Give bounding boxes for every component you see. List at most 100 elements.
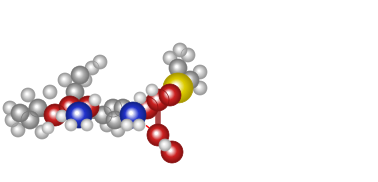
Circle shape <box>124 106 141 123</box>
Circle shape <box>148 90 168 110</box>
Circle shape <box>93 98 96 101</box>
Circle shape <box>118 116 121 119</box>
Circle shape <box>67 84 82 100</box>
Circle shape <box>166 145 177 157</box>
Circle shape <box>82 77 87 82</box>
Circle shape <box>110 115 118 123</box>
Circle shape <box>194 82 206 94</box>
Circle shape <box>161 87 177 102</box>
Circle shape <box>59 114 63 117</box>
Circle shape <box>134 92 146 104</box>
Circle shape <box>83 102 91 110</box>
Circle shape <box>160 139 170 151</box>
Circle shape <box>120 105 124 109</box>
Circle shape <box>154 96 159 101</box>
Circle shape <box>119 104 124 110</box>
Circle shape <box>67 120 75 129</box>
Circle shape <box>116 128 118 130</box>
Circle shape <box>52 112 55 115</box>
Circle shape <box>166 146 176 156</box>
Circle shape <box>176 46 183 53</box>
Circle shape <box>148 86 155 94</box>
Circle shape <box>38 128 45 135</box>
Circle shape <box>186 53 188 55</box>
Circle shape <box>122 117 134 129</box>
Circle shape <box>63 78 65 80</box>
Circle shape <box>104 122 109 127</box>
Circle shape <box>45 105 64 124</box>
Circle shape <box>40 130 42 132</box>
Circle shape <box>78 73 92 87</box>
Circle shape <box>138 96 141 98</box>
Circle shape <box>70 106 87 123</box>
Circle shape <box>95 57 104 66</box>
Circle shape <box>196 84 203 91</box>
Circle shape <box>5 103 14 112</box>
Circle shape <box>82 100 93 112</box>
Circle shape <box>98 110 106 118</box>
Circle shape <box>93 55 107 69</box>
Circle shape <box>124 121 130 128</box>
Circle shape <box>142 103 150 111</box>
Circle shape <box>30 100 45 116</box>
Circle shape <box>35 125 49 139</box>
Circle shape <box>7 115 17 125</box>
Circle shape <box>161 141 169 149</box>
Circle shape <box>124 118 132 126</box>
Circle shape <box>113 111 126 124</box>
Circle shape <box>69 105 88 124</box>
Circle shape <box>96 58 103 65</box>
Circle shape <box>61 98 78 115</box>
Circle shape <box>135 121 143 128</box>
Circle shape <box>66 120 76 130</box>
Circle shape <box>15 127 19 131</box>
Circle shape <box>133 119 144 130</box>
Circle shape <box>82 120 91 130</box>
Circle shape <box>11 123 25 136</box>
Circle shape <box>112 124 124 136</box>
Circle shape <box>116 101 130 115</box>
Circle shape <box>43 123 53 133</box>
Circle shape <box>62 99 77 114</box>
Circle shape <box>78 73 91 86</box>
Circle shape <box>100 112 103 115</box>
Circle shape <box>123 118 132 127</box>
Circle shape <box>151 93 164 106</box>
Circle shape <box>70 87 79 96</box>
Circle shape <box>181 72 198 88</box>
Circle shape <box>101 118 113 131</box>
Circle shape <box>121 119 133 131</box>
Circle shape <box>57 111 66 120</box>
Circle shape <box>47 89 51 93</box>
Circle shape <box>73 109 82 118</box>
Circle shape <box>195 68 203 76</box>
Circle shape <box>163 143 166 145</box>
Circle shape <box>75 70 84 79</box>
Circle shape <box>84 122 88 126</box>
Circle shape <box>34 104 39 110</box>
Circle shape <box>98 60 100 62</box>
Circle shape <box>173 43 187 57</box>
Circle shape <box>193 65 207 79</box>
Circle shape <box>65 102 73 110</box>
Circle shape <box>160 140 169 149</box>
Circle shape <box>164 88 175 100</box>
Circle shape <box>136 94 143 101</box>
Circle shape <box>124 122 128 126</box>
Circle shape <box>107 102 118 112</box>
Circle shape <box>59 113 64 118</box>
Circle shape <box>120 102 146 128</box>
Circle shape <box>14 126 20 132</box>
Circle shape <box>13 106 26 119</box>
Circle shape <box>167 56 170 59</box>
Circle shape <box>101 119 113 131</box>
Circle shape <box>165 145 178 157</box>
Circle shape <box>36 126 47 137</box>
Circle shape <box>118 103 127 112</box>
Circle shape <box>110 105 113 108</box>
Circle shape <box>100 118 114 132</box>
Circle shape <box>195 67 204 77</box>
Circle shape <box>17 110 21 114</box>
Circle shape <box>125 123 127 125</box>
Circle shape <box>104 122 108 126</box>
